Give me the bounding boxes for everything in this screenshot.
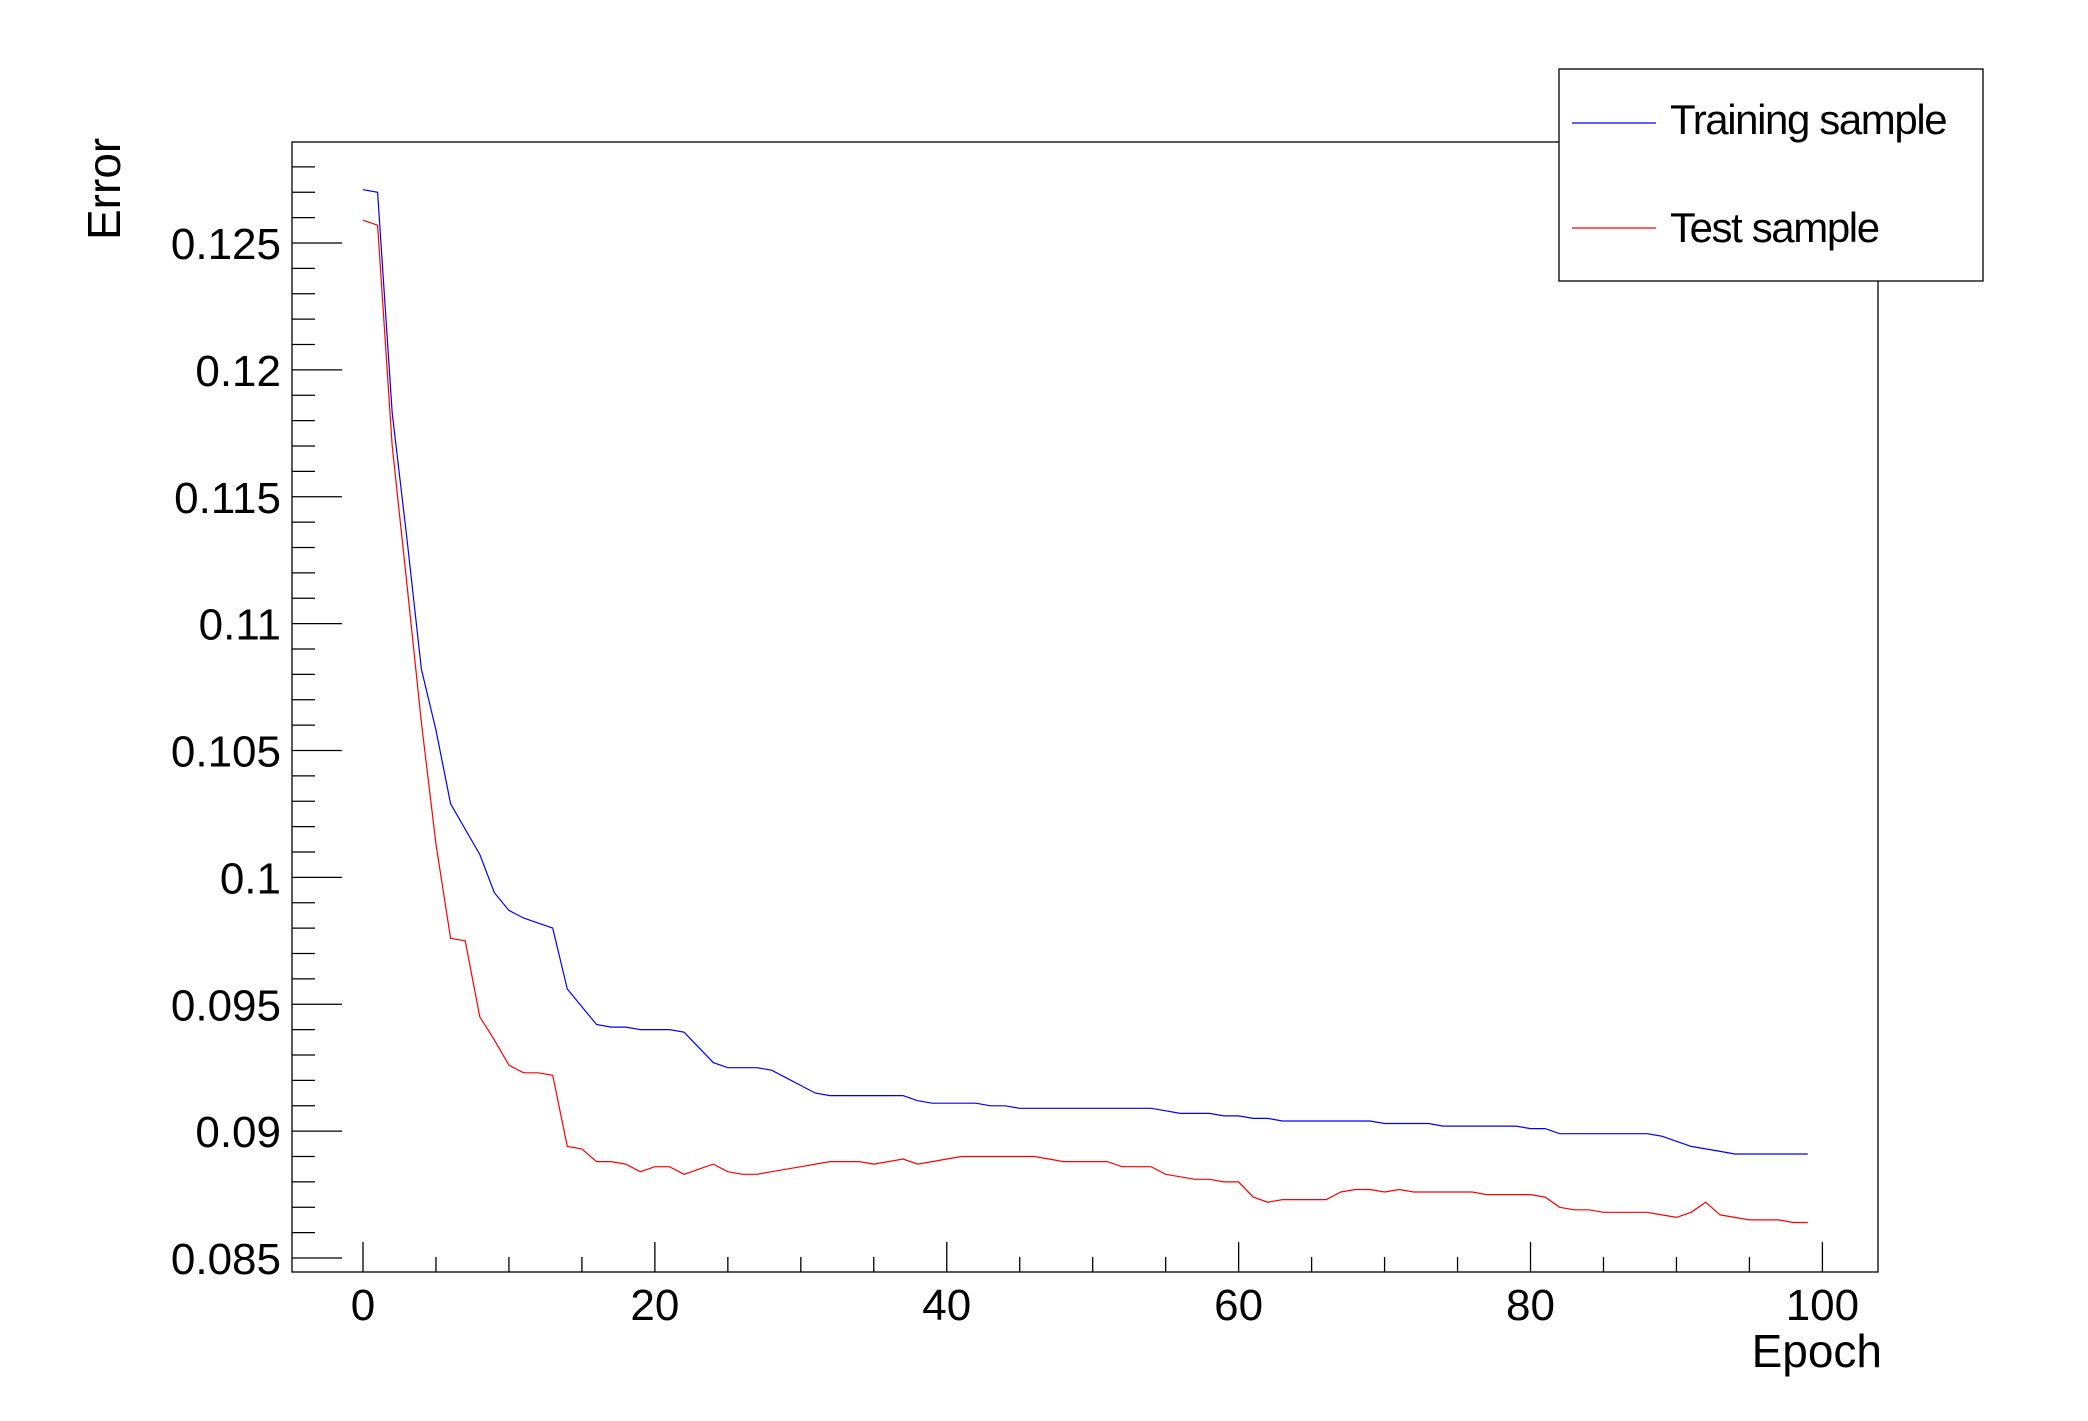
x-tick-label: 80	[1506, 1281, 1555, 1330]
x-tick-label: 0	[351, 1281, 375, 1330]
x-tick-label: 60	[1214, 1281, 1263, 1330]
y-axis-tick-labels: 0.085 0.09 0.095 0.1 0.105 0.11 0.115 0.12 0.125	[171, 220, 281, 1284]
y-tick-label: 0.12	[195, 347, 281, 396]
legend-label-test: Test sample	[1670, 204, 1879, 251]
y-tick-label: 0.105	[171, 728, 281, 777]
training-sample-curve[interactable]	[362, 189, 1808, 1155]
y-tick-label: 0.11	[199, 601, 281, 650]
x-tick-label: 20	[630, 1281, 679, 1330]
legend-label-training: Training sample	[1670, 96, 1946, 143]
legend-box	[1558, 68, 1984, 282]
x-tick-label: 40	[922, 1281, 971, 1330]
legend: Training sample Test sample	[1558, 68, 1984, 282]
x-axis-tick-labels: 0 20 40 60 80 100	[351, 1281, 1859, 1330]
y-tick-label: 0.1	[220, 854, 281, 903]
x-tick-label: 100	[1786, 1281, 1859, 1330]
y-axis-ticks	[292, 166, 342, 1259]
test-sample-curve[interactable]	[362, 219, 1808, 1224]
y-tick-label: 0.115	[174, 474, 281, 523]
y-tick-label: 0.09	[195, 1108, 281, 1157]
x-axis-title: Epoch	[1752, 1325, 1882, 1377]
y-tick-label: 0.095	[171, 981, 281, 1030]
y-tick-label: 0.085	[171, 1235, 281, 1284]
plot-frame	[291, 141, 1879, 1273]
x-axis-ticks	[362, 1242, 1824, 1272]
y-axis-title: Error	[78, 138, 130, 240]
y-tick-label: 0.125	[171, 220, 281, 269]
